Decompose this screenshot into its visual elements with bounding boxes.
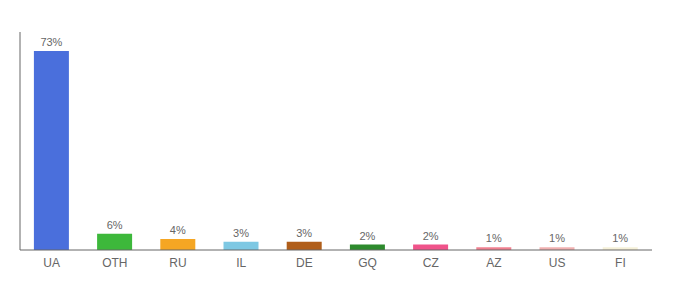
svg-text:1%: 1% xyxy=(612,232,628,244)
svg-text:CZ: CZ xyxy=(423,256,439,270)
svg-text:73%: 73% xyxy=(40,36,62,48)
svg-text:4%: 4% xyxy=(170,224,186,236)
svg-text:DE: DE xyxy=(296,256,313,270)
svg-text:2%: 2% xyxy=(423,230,439,242)
svg-text:UA: UA xyxy=(43,256,60,270)
svg-text:RU: RU xyxy=(169,256,186,270)
svg-text:6%: 6% xyxy=(107,219,123,231)
svg-text:1%: 1% xyxy=(549,232,565,244)
svg-text:3%: 3% xyxy=(233,227,249,239)
svg-text:1%: 1% xyxy=(486,232,502,244)
svg-text:AZ: AZ xyxy=(486,256,501,270)
svg-text:US: US xyxy=(549,256,566,270)
svg-text:IL: IL xyxy=(236,256,246,270)
svg-text:FI: FI xyxy=(615,256,626,270)
svg-text:3%: 3% xyxy=(296,227,312,239)
svg-text:OTH: OTH xyxy=(102,256,127,270)
svg-text:2%: 2% xyxy=(359,230,375,242)
svg-text:GQ: GQ xyxy=(358,256,377,270)
